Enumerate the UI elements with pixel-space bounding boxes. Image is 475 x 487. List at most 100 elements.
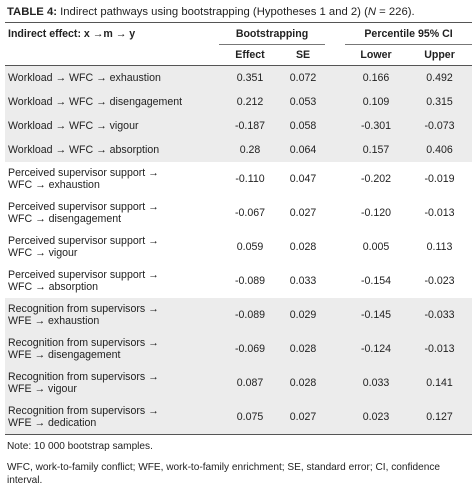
effect-value: -0.110 xyxy=(235,172,265,185)
table-row: Perceived supervisor support → WFC → dise… xyxy=(5,196,472,230)
table-row: Workload → WFC → vigour -0.187 0.058 -0.301… xyxy=(5,113,473,138)
table-body: Workload → WFC → exhaustion 0.351 0.072 0.1… xyxy=(5,65,473,434)
pathway-label-line1: Workload → WFC → absorption xyxy=(8,143,160,156)
pathway-label-line2: WFE → disengagement xyxy=(8,349,121,361)
ci-lower-value: -0.120 xyxy=(360,206,392,219)
ci-upper-value: -0.013 xyxy=(424,342,455,355)
ci-lower-value: 0.157 xyxy=(362,143,390,156)
se-value: 0.027 xyxy=(289,410,317,423)
se-value: 0.028 xyxy=(289,342,317,355)
pathway-label-line1: Perceived supervisor support → xyxy=(8,268,159,281)
ci-lower-value: 0.109 xyxy=(362,95,390,108)
title-text: Indirect pathways using bootstrapping (H… xyxy=(57,6,368,18)
se-value: 0.027 xyxy=(289,206,317,219)
table-notes: Note: 10 000 bootstrap samples. WFC, wor… xyxy=(5,433,472,487)
se-value: 0.028 xyxy=(289,376,317,389)
table-row: Perceived supervisor support → WFC → exha… xyxy=(5,162,472,196)
pathway-label-line1: Recognition from supervisors → xyxy=(8,302,159,315)
effect-value: -0.187 xyxy=(234,119,266,132)
ci-upper-value: -0.023 xyxy=(424,274,455,287)
effect-value: 0.212 xyxy=(236,95,264,108)
pathway-label: Recognition from supervisors → WFE → exha… xyxy=(5,298,219,332)
se-value: 0.029 xyxy=(289,308,317,321)
ci-lower-value: 0.005 xyxy=(362,240,390,253)
pathway-label-line1: Workload → WFC → vigour xyxy=(8,119,139,132)
effect-value: -0.067 xyxy=(234,206,266,219)
effect-value: 0.075 xyxy=(236,410,264,423)
note-bootstrap: Note: 10 000 bootstrap samples. xyxy=(7,440,153,452)
se-value: 0.028 xyxy=(289,240,317,253)
pathway-label-line1: Workload → WFC → exhaustion xyxy=(8,71,161,84)
se-value: 0.033 xyxy=(289,274,317,287)
header-row-groups: Indirect effect: x →m → y Bootstrapping … xyxy=(5,22,473,45)
pathway-label-line2: WFC → exhaustion xyxy=(8,179,100,191)
table-row: Workload → WFC → absorption 0.28 0.064 0.15… xyxy=(5,137,473,162)
se-value: 0.072 xyxy=(289,71,317,84)
ci-upper-value: -0.019 xyxy=(424,172,455,185)
n-symbol: N xyxy=(367,6,377,18)
table-row: Workload → WFC → exhaustion 0.351 0.072 0.1… xyxy=(5,65,473,90)
results-table: Indirect effect: x →m → y Bootstrapping … xyxy=(5,22,473,434)
se-value: 0.053 xyxy=(289,95,317,108)
effect-value: -0.089 xyxy=(234,274,266,287)
pathway-label-line1: Perceived supervisor support → xyxy=(8,234,159,247)
pathway-label-line2: WFC → absorption xyxy=(8,281,99,293)
pathway-label: Perceived supervisor support → WFC → dise… xyxy=(5,196,219,230)
pathway-label-line2: WFC → disengagement xyxy=(8,213,122,225)
table-row: Recognition from supervisors → WFE → exha… xyxy=(5,297,473,332)
lower-column-header: Lower xyxy=(345,44,408,66)
ci-lower-value: -0.124 xyxy=(360,342,392,355)
pathway-label: Recognition from supervisors → WFE → dedi… xyxy=(5,400,219,434)
ci-upper-value: 0.113 xyxy=(426,240,453,253)
effect-value: 0.087 xyxy=(236,376,264,389)
ci-lower-value: 0.033 xyxy=(362,376,390,389)
pathway-label: Perceived supervisor support → WFC → exha… xyxy=(5,162,219,196)
ci-upper-value: -0.013 xyxy=(424,206,455,219)
ci-lower-value: -0.154 xyxy=(360,274,392,287)
ci-upper-value: -0.033 xyxy=(424,308,455,321)
effect-value: 0.059 xyxy=(236,240,264,253)
pathway-label-line1: Workload → WFC → disengagement xyxy=(8,95,183,108)
table-row: Perceived supervisor support → WFC → vigo… xyxy=(5,230,472,264)
pathway-label: Workload → WFC → vigour xyxy=(5,114,219,138)
effect-value: -0.069 xyxy=(234,342,266,355)
pathway-label: Recognition from supervisors → WFE → vigo… xyxy=(5,366,219,400)
pathway-label: Perceived supervisor support → WFC → vigo… xyxy=(5,230,219,264)
upper-column-header: Upper xyxy=(407,44,473,66)
pathway-label: Workload → WFC → disengagement xyxy=(5,90,219,114)
table-row: Recognition from supervisors → WFE → dedi… xyxy=(5,399,473,434)
pathway-label-line1: Perceived supervisor support → xyxy=(8,166,159,179)
ci-lower-value: -0.202 xyxy=(360,172,392,185)
pathway-label-line2: WFE → vigour xyxy=(8,383,77,395)
pathway-label-line2: WFE → exhaustion xyxy=(8,315,100,327)
pathway-label-line1: Recognition from supervisors → xyxy=(8,370,159,383)
ci-lower-value: 0.166 xyxy=(362,71,390,84)
indirect-effect-header: Indirect effect: x →m → y xyxy=(8,27,136,40)
ci-lower-value: -0.301 xyxy=(360,119,392,132)
percentile-ci-group-header: Percentile 95% CI xyxy=(345,22,473,45)
ci-lower-value: -0.145 xyxy=(360,308,392,321)
pathway-label: Recognition from supervisors → WFE → dise… xyxy=(5,332,219,366)
note-abbreviations: WFC, work-to-family conflict; WFE, work-… xyxy=(7,462,441,486)
ci-upper-value: 0.315 xyxy=(426,95,453,108)
table-row: Recognition from supervisors → WFE → vigo… xyxy=(5,365,473,400)
effect-value: 0.351 xyxy=(236,71,264,84)
pathway-label-line2: WFC → vigour xyxy=(8,247,78,259)
table-title: TABLE 4: Indirect pathways using bootstr… xyxy=(5,0,472,22)
table-row: Workload → WFC → disengagement 0.212 0.053… xyxy=(5,89,473,114)
pathway-label: Workload → WFC → absorption xyxy=(5,138,219,162)
pathway-label-line1: Recognition from supervisors → xyxy=(8,336,159,349)
se-value: 0.064 xyxy=(289,143,317,156)
ci-upper-value: 0.127 xyxy=(426,410,453,423)
se-value: 0.058 xyxy=(289,119,317,132)
ci-upper-value: 0.492 xyxy=(426,71,453,84)
table-label: TABLE 4: xyxy=(7,6,57,18)
table-row: Perceived supervisor support → WFC → abso… xyxy=(5,264,472,298)
header-row-columns: Effect SE Lower Upper xyxy=(5,44,473,66)
pathway-label-line2: WFE → dedication xyxy=(8,417,97,429)
title-n-value: = 226). xyxy=(376,6,415,18)
ci-upper-value: 0.141 xyxy=(426,376,453,389)
se-column-header: SE xyxy=(281,44,326,66)
pathway-label-line1: Recognition from supervisors → xyxy=(8,404,159,417)
